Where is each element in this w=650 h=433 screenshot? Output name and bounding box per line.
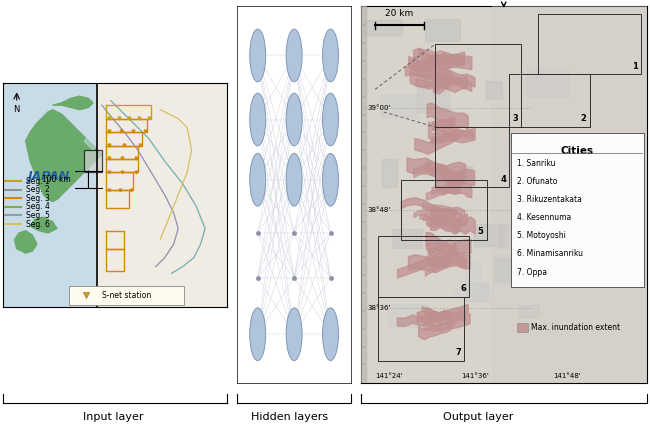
Polygon shape — [509, 133, 532, 146]
Text: N: N — [14, 105, 20, 114]
Bar — [538, 14, 641, 74]
Polygon shape — [25, 110, 102, 202]
Circle shape — [322, 93, 339, 146]
Circle shape — [250, 153, 266, 206]
Polygon shape — [30, 217, 57, 233]
Text: 7. Oppa: 7. Oppa — [517, 268, 547, 277]
Polygon shape — [382, 95, 417, 117]
Circle shape — [322, 308, 339, 361]
Bar — [84, 150, 102, 172]
Text: 7: 7 — [455, 348, 461, 357]
Text: Seg. 4: Seg. 4 — [25, 203, 49, 211]
Bar — [517, 323, 528, 333]
Bar — [378, 236, 469, 297]
Polygon shape — [492, 6, 647, 383]
Text: 3. Rikuzentakata: 3. Rikuzentakata — [517, 195, 582, 204]
Text: 1. Sanriku: 1. Sanriku — [517, 159, 555, 168]
Text: 20 km: 20 km — [385, 9, 413, 18]
Text: S-net station: S-net station — [102, 291, 151, 300]
Circle shape — [322, 29, 339, 82]
Text: 38°48': 38°48' — [368, 207, 391, 213]
Polygon shape — [417, 84, 449, 112]
Polygon shape — [493, 255, 508, 282]
Polygon shape — [495, 259, 525, 281]
Text: Seg. 3: Seg. 3 — [25, 194, 49, 203]
Text: Seg. 5: Seg. 5 — [25, 211, 49, 220]
Polygon shape — [499, 224, 517, 248]
Text: 6. Minamisanriku: 6. Minamisanriku — [517, 249, 582, 259]
FancyBboxPatch shape — [70, 286, 184, 305]
Text: 3: 3 — [512, 114, 518, 123]
Text: Seg. 1: Seg. 1 — [25, 177, 49, 186]
Polygon shape — [466, 283, 488, 301]
Text: Output layer: Output layer — [443, 412, 513, 422]
Circle shape — [286, 153, 302, 206]
Text: Hidden layers: Hidden layers — [251, 412, 328, 422]
Text: 39°00': 39°00' — [368, 105, 391, 111]
Polygon shape — [361, 6, 647, 383]
Polygon shape — [361, 6, 367, 383]
Polygon shape — [445, 166, 472, 178]
Circle shape — [250, 29, 266, 82]
Polygon shape — [486, 81, 502, 99]
Text: 141°24': 141°24' — [376, 373, 403, 379]
Text: 5: 5 — [478, 227, 484, 236]
Polygon shape — [98, 83, 228, 307]
Text: Max. inundation extent: Max. inundation extent — [531, 323, 620, 332]
Text: Input layer: Input layer — [83, 412, 144, 422]
Text: 2: 2 — [581, 114, 587, 123]
Polygon shape — [14, 231, 37, 253]
Text: 2. Ofunato: 2. Ofunato — [517, 177, 557, 186]
Polygon shape — [527, 69, 568, 97]
Circle shape — [322, 153, 339, 206]
Text: 5. Motoyoshi: 5. Motoyoshi — [517, 231, 566, 240]
Polygon shape — [364, 19, 402, 35]
Text: Seg. 2: Seg. 2 — [25, 185, 49, 194]
Text: 141°36': 141°36' — [462, 373, 489, 379]
Text: 100 km: 100 km — [42, 174, 70, 184]
Bar — [435, 44, 521, 127]
Polygon shape — [382, 158, 397, 187]
Polygon shape — [454, 288, 491, 301]
Text: 1: 1 — [632, 61, 638, 71]
Polygon shape — [428, 241, 465, 259]
Circle shape — [286, 308, 302, 361]
Circle shape — [286, 93, 302, 146]
Text: 38°36': 38°36' — [368, 305, 391, 311]
Circle shape — [250, 93, 266, 146]
Polygon shape — [474, 224, 504, 246]
Polygon shape — [519, 305, 539, 317]
Bar — [401, 180, 487, 240]
Polygon shape — [465, 262, 481, 291]
Circle shape — [250, 308, 266, 361]
Text: 4: 4 — [500, 174, 506, 184]
Polygon shape — [425, 19, 460, 41]
Polygon shape — [387, 304, 426, 327]
Circle shape — [286, 29, 302, 82]
Bar — [510, 74, 590, 127]
Polygon shape — [84, 136, 98, 150]
Bar — [378, 297, 463, 361]
FancyBboxPatch shape — [511, 132, 644, 287]
Text: 6: 6 — [461, 284, 467, 293]
Text: Seg. 6: Seg. 6 — [25, 220, 49, 229]
Text: JAPAN: JAPAN — [27, 171, 70, 184]
Polygon shape — [53, 96, 93, 110]
Text: 4. Kesennuma: 4. Kesennuma — [517, 213, 571, 222]
Text: Cities: Cities — [560, 146, 593, 156]
Text: 141°48': 141°48' — [553, 373, 580, 379]
Polygon shape — [392, 229, 422, 248]
Bar — [435, 127, 510, 187]
